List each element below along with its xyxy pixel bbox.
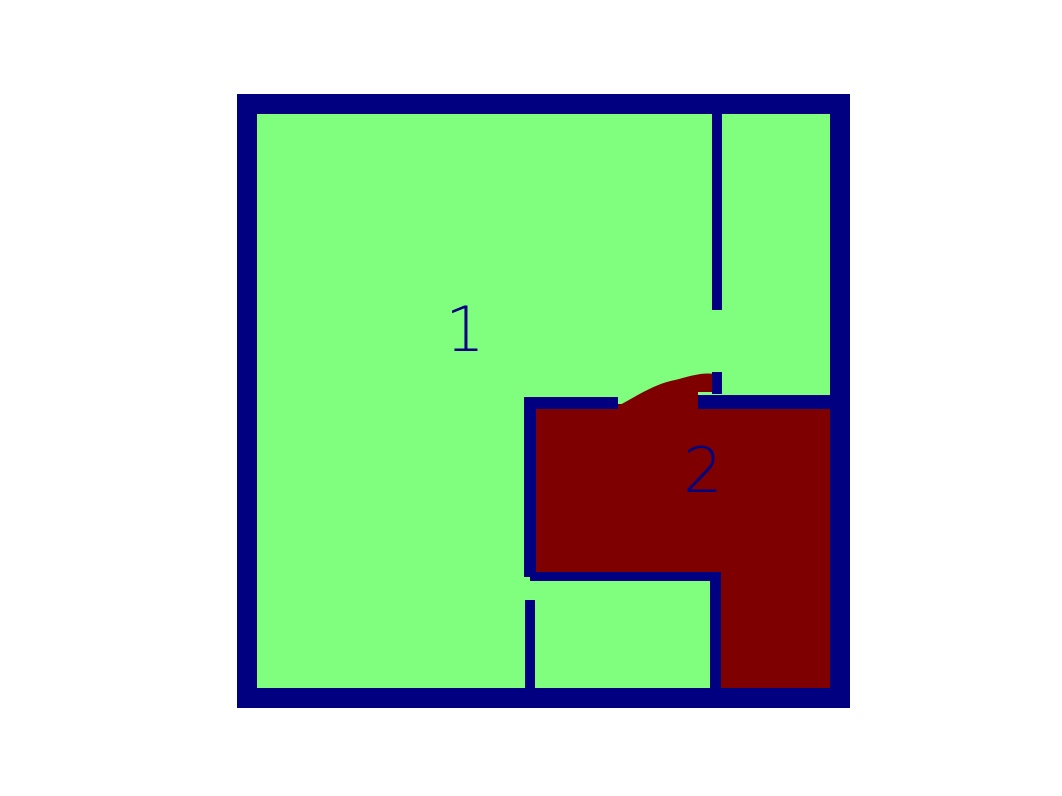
region-2-label: 2 [683,434,722,507]
region-2-doorway-spill [618,373,714,410]
wall-doorway-stub [712,372,722,394]
region-1-label: 1 [445,293,484,366]
outer-wall [237,94,850,708]
interior-walls [524,112,832,690]
wall-region2-left [524,397,536,577]
wall-horizontal-right [698,395,832,409]
wall-horizontal-left [524,397,618,409]
region-2-area [530,404,840,698]
wall-lower-left [525,600,535,690]
wall-region2-bottom [530,572,720,581]
wall-upper-vertical [712,112,722,310]
wall-lower-right [710,572,721,690]
